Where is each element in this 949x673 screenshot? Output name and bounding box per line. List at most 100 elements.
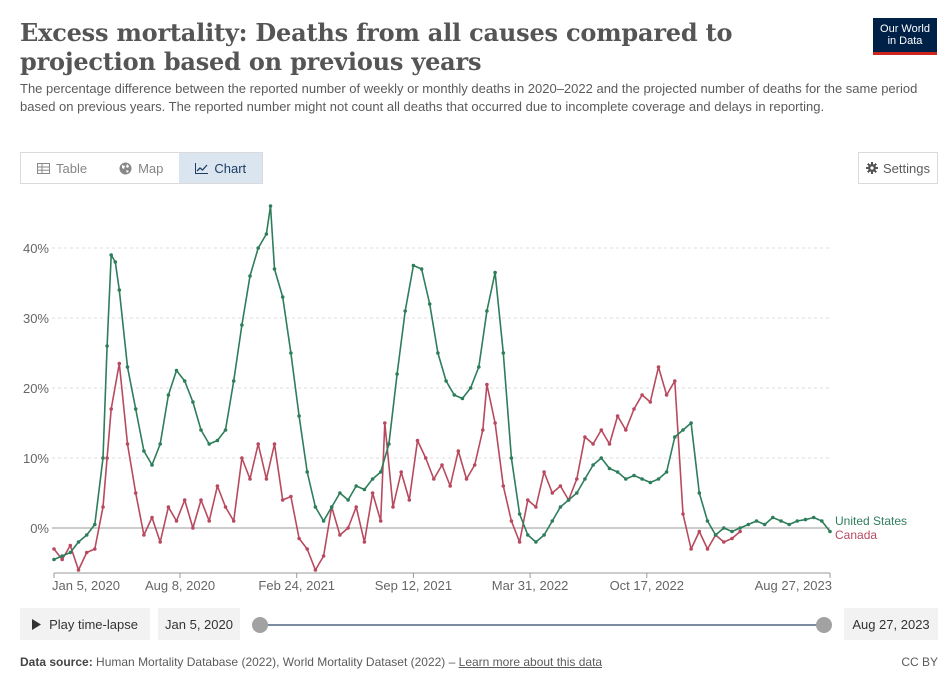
data-point-united-states <box>174 368 179 373</box>
data-point-united-states <box>722 526 726 530</box>
data-point-united-states <box>444 379 448 383</box>
timeline-start-handle[interactable] <box>252 617 268 633</box>
data-point-united-states <box>354 484 359 488</box>
y-tick-label: 0% <box>30 521 49 536</box>
data-point-canada <box>501 484 506 488</box>
footer: Data source: Human Mortality Database (2… <box>20 655 938 669</box>
data-point-united-states <box>297 414 301 418</box>
license-label[interactable]: CC BY <box>901 655 938 669</box>
data-point-canada <box>440 463 444 467</box>
data-point-canada <box>305 547 310 551</box>
data-point-united-states <box>746 522 751 527</box>
timeline-slider-track[interactable] <box>260 624 824 626</box>
chart-subtitle: The percentage difference between the re… <box>20 81 918 114</box>
data-point-canada <box>142 533 146 537</box>
data-point-united-states <box>133 407 138 411</box>
data-point-canada <box>223 505 228 509</box>
data-point-united-states <box>231 379 236 383</box>
data-point-united-states <box>820 519 824 523</box>
data-point-canada <box>558 484 563 488</box>
timeline-end-date[interactable]: Aug 27, 2023 <box>844 608 938 640</box>
data-point-united-states <box>223 428 228 432</box>
data-point-united-states <box>182 379 187 383</box>
data-point-united-states <box>105 344 109 348</box>
data-point-united-states <box>648 480 653 485</box>
data-point-united-states <box>93 522 97 527</box>
data-point-canada <box>248 477 252 481</box>
data-point-canada <box>280 498 285 502</box>
learn-more-link[interactable]: Learn more about this data <box>458 655 603 669</box>
owid-logo[interactable]: Our World in Data <box>873 18 937 55</box>
y-tick-label: 40% <box>23 241 49 256</box>
data-point-united-states <box>811 515 816 520</box>
data-point-united-states <box>362 487 367 492</box>
timeline-controls: Play time-lapse Jan 5, 2020 Aug 27, 2023 <box>0 608 949 642</box>
table-icon <box>37 162 50 174</box>
data-point-canada <box>60 557 64 562</box>
settings-button[interactable]: Settings <box>858 152 938 184</box>
series-line-canada <box>53 362 741 571</box>
data-point-canada <box>681 512 685 516</box>
data-point-united-states <box>117 288 122 292</box>
data-point-canada <box>542 470 546 474</box>
play-timelapse-label: Play time-lapse <box>49 616 138 632</box>
data-point-canada <box>68 543 73 548</box>
data-point-canada <box>509 519 514 523</box>
data-point-united-states <box>158 442 162 446</box>
series-label-united-states: United States <box>835 514 907 528</box>
data-point-canada <box>264 477 269 481</box>
series-line-united-states <box>53 205 831 561</box>
timeline-end-handle[interactable] <box>816 617 832 633</box>
data-point-canada <box>648 400 653 404</box>
timeline-start-date[interactable]: Jan 5, 2020 <box>158 608 240 640</box>
data-point-united-states <box>264 232 269 236</box>
data-point-united-states <box>370 477 375 481</box>
tab-table[interactable]: Table <box>21 153 103 183</box>
data-point-united-states <box>268 204 273 208</box>
data-point-united-states <box>84 533 89 537</box>
view-tabs: Table Map Chart <box>20 152 264 184</box>
data-point-united-states <box>501 351 506 355</box>
data-point-united-states <box>142 449 146 453</box>
data-point-canada <box>456 449 461 453</box>
data-point-canada <box>464 477 469 481</box>
data-point-united-states <box>256 246 261 250</box>
data-point-united-states <box>411 263 416 268</box>
x-tick-label: Jan 5, 2020 <box>52 578 120 593</box>
data-point-united-states <box>207 442 211 446</box>
data-point-united-states <box>583 477 587 481</box>
data-point-canada <box>738 529 742 534</box>
tab-table-label: Table <box>56 160 88 176</box>
data-point-canada <box>313 568 318 572</box>
play-timelapse-button[interactable]: Play time-lapse <box>20 608 150 640</box>
data-point-canada <box>346 526 350 530</box>
data-point-united-states <box>713 533 718 537</box>
tab-map[interactable]: Map <box>103 153 179 183</box>
data-point-united-states <box>248 274 252 278</box>
data-point-canada <box>207 519 211 523</box>
data-point-united-states <box>321 519 326 523</box>
data-point-united-states <box>338 491 342 495</box>
data-point-united-states <box>403 309 408 313</box>
data-point-united-states <box>485 309 489 313</box>
data-point-united-states <box>280 295 285 299</box>
data-point-canada <box>705 547 710 551</box>
data-point-canada <box>493 421 497 425</box>
data-point-united-states <box>534 540 538 544</box>
data-point-united-states <box>52 557 56 562</box>
data-point-united-states <box>272 267 277 271</box>
y-tick-label: 20% <box>23 381 49 396</box>
data-point-canada <box>415 438 420 443</box>
data-point-canada <box>534 505 538 509</box>
chart-title: Excess mortality: Deaths from all causes… <box>20 18 733 76</box>
data-point-united-states <box>215 438 220 443</box>
tab-chart[interactable]: Chart <box>179 153 263 183</box>
data-point-united-states <box>705 519 710 523</box>
y-tick-label: 10% <box>23 451 49 466</box>
data-point-united-states <box>615 470 620 474</box>
data-point-united-states <box>436 351 440 355</box>
line-chart: 0% 10% 20% 30% 40% Jan 5, 2020 Aug 8, 2020 Feb … <box>23 204 907 593</box>
data-point-canada <box>432 477 436 481</box>
data-point-canada <box>117 361 122 366</box>
data-point-united-states <box>125 365 130 369</box>
